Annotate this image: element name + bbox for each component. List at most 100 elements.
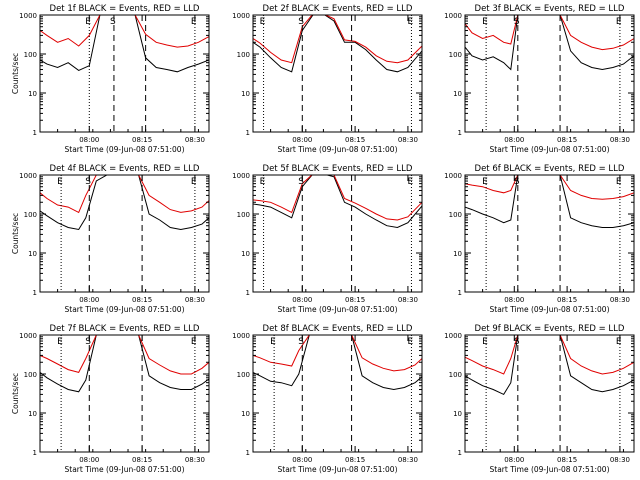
series-line-lld: [253, 175, 422, 221]
x-tick-label: 08:15: [345, 456, 365, 464]
x-tick-label: 08:30: [610, 136, 630, 144]
series-line-lld: [253, 335, 422, 372]
series-line-lld: [40, 15, 209, 48]
series-group: [40, 175, 209, 231]
y-tick-label: 1: [246, 129, 250, 137]
panel-title: Det 3f BLACK = Events, RED = LLD: [475, 4, 625, 14]
panel-title: Det 4f BLACK = Events, RED = LLD: [50, 164, 200, 174]
marker-label: E: [191, 337, 197, 347]
x-tick-label: 08:30: [398, 296, 418, 304]
marker-label: E: [260, 17, 266, 27]
marker-label: S: [298, 17, 304, 27]
panel-det-5f: Det 5f BLACK = Events, RED = LLD E S E 1 10 10…: [232, 164, 423, 314]
panel-det-7f: Det 7f BLACK = Events, RED = LLD E S E 1 10 10…: [11, 324, 210, 474]
x-tick-label: 08:00: [79, 456, 99, 464]
y-tick-label: 10: [28, 250, 37, 258]
y-tick-label: 10: [453, 410, 462, 418]
x-axis-label: Start Time (09-Jun-08 07:51:00): [278, 145, 398, 154]
y-tick-label: 100: [24, 211, 37, 219]
marker-label: E: [616, 17, 622, 27]
x-tick-label: 08:15: [132, 296, 152, 304]
x-axis-label: Start Time (09-Jun-08 07:51:00): [490, 145, 610, 154]
series-group: [253, 15, 422, 73]
panel-det-3f: Det 3f BLACK = Events, RED = LLD E S E 1 10 10…: [444, 4, 635, 154]
marker-label: E: [270, 337, 276, 347]
series-group: [40, 335, 209, 393]
x-tick-label: 08:15: [557, 456, 577, 464]
y-tick-label: 1000: [19, 172, 37, 180]
panel-det-8f: Det 8f BLACK = Events, RED = LLD E S E 1 10 10…: [232, 324, 423, 474]
series-group: [253, 175, 422, 229]
y-tick-label: 100: [449, 51, 462, 59]
x-tick-label: 08:00: [79, 136, 99, 144]
y-tick-label: 100: [237, 51, 250, 59]
y-tick-label: 1: [33, 289, 37, 297]
y-tick-label: 1000: [444, 172, 462, 180]
marker-label: E: [407, 177, 413, 187]
x-tick-label: 08:15: [345, 296, 365, 304]
plot-frame: [464, 334, 635, 453]
y-tick-label: 100: [449, 371, 462, 379]
x-axis-label: Start Time (09-Jun-08 07:51:00): [490, 305, 610, 314]
x-tick-label: 08:15: [132, 456, 152, 464]
x-tick-label: 08:00: [504, 296, 524, 304]
marker-label: E: [260, 177, 266, 187]
x-tick-label: 08:30: [185, 456, 205, 464]
marker-label: S: [85, 337, 91, 347]
marker-label: E: [407, 17, 413, 27]
marker-label: S: [514, 337, 520, 347]
y-tick-label: 100: [237, 211, 250, 219]
y-tick-label: 1000: [444, 12, 462, 20]
series-line-lld: [465, 335, 634, 375]
x-tick-label: 08:00: [504, 456, 524, 464]
x-axis-label: Start Time (09-Jun-08 07:51:00): [65, 305, 185, 314]
y-axis-label: Counts/sec: [11, 53, 20, 94]
marker-label: E: [191, 17, 197, 27]
marker-label: E: [482, 17, 488, 27]
panel-title: Det 5f BLACK = Events, RED = LLD: [263, 164, 413, 174]
x-tick-label: 08:00: [292, 136, 312, 144]
y-tick-label: 1: [458, 449, 462, 457]
series-line-events: [40, 175, 209, 231]
x-tick-label: 08:15: [132, 136, 152, 144]
panel-title: Det 1f BLACK = Events, RED = LLD: [50, 4, 200, 14]
x-tick-label: 08:30: [610, 296, 630, 304]
plot-frame: [252, 174, 423, 293]
marker-label: S: [85, 177, 91, 187]
plot-frame: [39, 174, 210, 293]
marker-label: S: [514, 177, 520, 187]
x-tick-label: 08:30: [185, 296, 205, 304]
series-line-events: [40, 15, 209, 73]
plot-frame: [39, 334, 210, 453]
y-tick-label: 1: [33, 449, 37, 457]
x-tick-label: 08:30: [398, 136, 418, 144]
series-line-lld: [40, 175, 209, 214]
x-tick-label: 08:30: [398, 456, 418, 464]
y-tick-label: 1: [458, 129, 462, 137]
series-line-lld: [465, 15, 634, 51]
x-tick-label: 08:00: [79, 296, 99, 304]
panel-title: Det 6f BLACK = Events, RED = LLD: [475, 164, 625, 174]
panel-title: Det 2f BLACK = Events, RED = LLD: [263, 4, 413, 14]
y-axis-label: Counts/sec: [11, 373, 20, 414]
marker-label: E: [57, 337, 63, 347]
y-tick-label: 10: [241, 410, 250, 418]
series-line-events: [40, 335, 209, 393]
y-tick-label: 10: [241, 250, 250, 258]
panel-det-2f: Det 2f BLACK = Events, RED = LLD E S E 1 10 10…: [232, 4, 423, 154]
y-tick-label: 10: [241, 90, 250, 98]
marker-label: E: [57, 177, 63, 187]
series-line-events: [465, 15, 634, 71]
marker-label: E: [482, 177, 488, 187]
marker-label: E: [616, 337, 622, 347]
x-tick-label: 08:00: [292, 456, 312, 464]
y-tick-label: 1: [246, 289, 250, 297]
plot-frame: [464, 14, 635, 133]
y-tick-label: 1000: [19, 12, 37, 20]
plot-frame: [39, 14, 210, 133]
y-tick-label: 100: [237, 371, 250, 379]
y-tick-label: 1000: [232, 172, 250, 180]
marker-label: S: [514, 17, 520, 27]
y-tick-label: 10: [28, 410, 37, 418]
